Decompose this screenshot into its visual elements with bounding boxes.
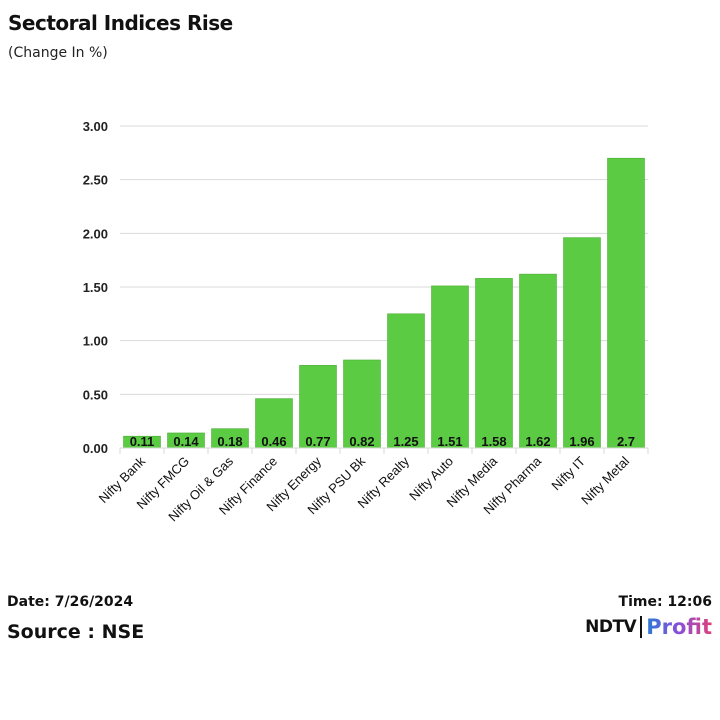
chart-title: Sectoral Indices Rise [8,11,233,35]
x-tick-label: Nifty IT [548,453,588,493]
bar [519,273,557,449]
bar [255,398,293,449]
logo-ndtv: NDTV [585,617,637,637]
date-label: Date: 7/26/2024 [7,594,134,610]
data-label: 0.46 [261,434,286,449]
data-label: 0.18 [217,434,242,449]
logo-separator [640,616,643,638]
y-tick-label: 2.50 [83,173,108,188]
bar [607,157,645,449]
source-label: Source : NSE [7,621,145,643]
data-label: 1.51 [437,434,462,449]
y-tick-label: 3.00 [83,119,108,134]
bar [299,365,337,449]
x-tick-label: Nifty Metal [578,453,632,507]
data-label: 1.58 [481,434,506,449]
data-label: 0.14 [173,434,199,449]
data-labels: 0.11 0.14 0.18 0.46 0.77 0.82 1.25 1.51 1.58 1.62… [130,434,635,449]
data-label: 0.77 [305,434,330,449]
data-label: 0.82 [349,434,374,449]
y-tick-label: 0.00 [83,441,108,456]
data-label: 1.96 [569,434,594,449]
y-tick-label: 2.00 [83,226,108,241]
bar [563,237,601,449]
chart-subtitle: (Change In %) [8,45,108,61]
data-label: 1.62 [525,434,550,449]
y-tick-label: 1.50 [83,280,108,295]
time-label: Time: 12:06 [618,594,712,610]
data-label: 2.7 [617,434,635,449]
bar [343,359,381,449]
bar [431,285,469,449]
data-label: 0.11 [130,434,155,449]
bar [387,313,425,449]
y-tick-label: 0.50 [83,387,108,402]
y-axis-ticks: 0.00 0.50 1.00 1.50 2.00 2.50 3.00 [83,119,108,456]
y-tick-label: 1.00 [83,334,108,349]
bars [123,157,645,449]
bar [475,278,513,449]
ndtv-profit-logo: NDTV Profit [585,614,712,640]
data-label: 1.25 [393,434,418,449]
gridlines [120,125,648,395]
logo-profit: Profit [646,615,712,639]
